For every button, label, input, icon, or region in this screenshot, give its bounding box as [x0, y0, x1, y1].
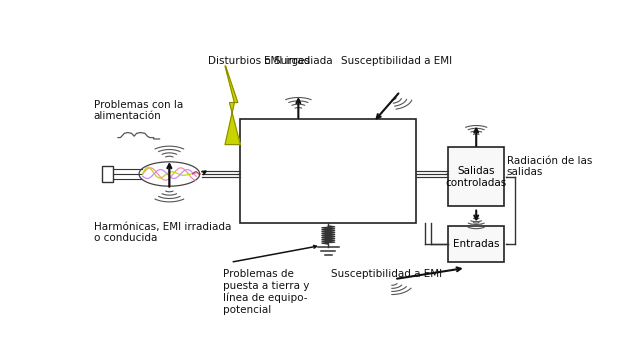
Text: Problemas con la
alimentación: Problemas con la alimentación: [93, 100, 183, 121]
Bar: [448, 226, 504, 262]
Polygon shape: [225, 66, 240, 145]
Text: Disturbios o Surges: Disturbios o Surges: [208, 56, 310, 66]
Text: Problemas de
puesta a tierra y
línea de equipo-
potencial: Problemas de puesta a tierra y línea de …: [223, 269, 310, 315]
Bar: [240, 119, 416, 223]
Bar: [102, 166, 113, 182]
Text: Radiación de las
salidas: Radiación de las salidas: [507, 156, 592, 177]
Text: Susceptibilidad a EMI: Susceptibilidad a EMI: [341, 56, 452, 66]
Text: Salidas
controladas: Salidas controladas: [445, 166, 507, 187]
Text: Harmónicas, EMI irradiada
o conducida: Harmónicas, EMI irradiada o conducida: [93, 222, 231, 243]
Text: Susceptibilidad a EMI: Susceptibilidad a EMI: [331, 269, 442, 279]
Text: EMI irradiada: EMI irradiada: [264, 56, 333, 66]
Text: Entradas: Entradas: [453, 239, 500, 249]
Bar: [448, 147, 504, 206]
